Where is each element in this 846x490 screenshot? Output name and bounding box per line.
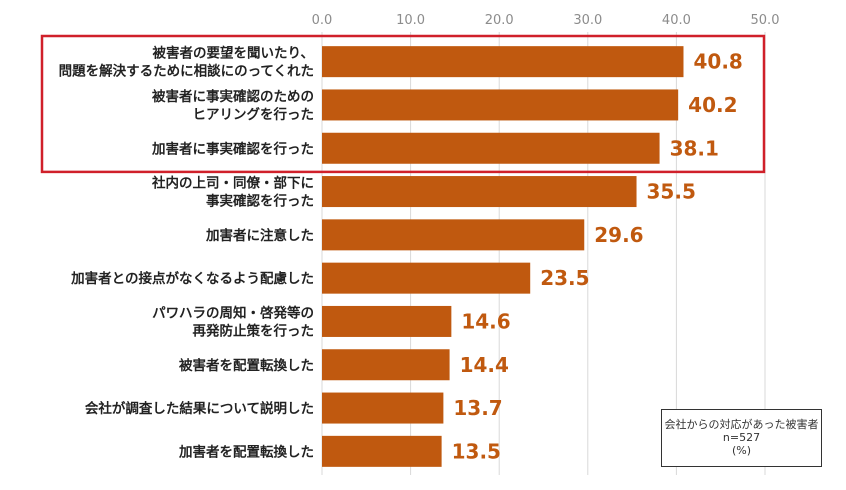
data-label: 40.2 xyxy=(688,93,737,117)
x-axis-ticks: 0.0 10.0 20.0 30.0 40.0 50.0 xyxy=(312,13,780,28)
note-line-respondents: 会社からの対応があった被害者 xyxy=(664,418,819,431)
category-label: 会社が調査した結果について説明した xyxy=(85,400,314,417)
sample-note-box: 会社からの対応があった被害者 n=527 (%) xyxy=(661,409,822,467)
data-label: 29.6 xyxy=(594,223,643,247)
x-tick-label: 50.0 xyxy=(751,13,780,28)
category-label: 加害者に注意した xyxy=(205,227,314,244)
category-label: ヒアリングを行った xyxy=(193,106,315,123)
bar xyxy=(322,435,442,467)
data-label: 14.4 xyxy=(460,353,509,377)
bars xyxy=(322,46,684,467)
data-label: 35.5 xyxy=(647,180,696,204)
x-tick-label: 0.0 xyxy=(312,13,333,28)
note-line-unit: (%) xyxy=(731,444,752,457)
highlight-frame-group xyxy=(40,34,766,174)
category-labels: 被害者の要望を聞いたり、問題を解決するために相談にのってくれた被害者に事実確認の… xyxy=(59,45,314,461)
bar xyxy=(322,262,531,294)
data-label: 13.7 xyxy=(453,396,502,420)
bar xyxy=(322,219,585,251)
x-tick-label: 40.0 xyxy=(662,13,691,28)
x-tick-label: 10.0 xyxy=(396,13,425,28)
bar xyxy=(322,46,684,78)
category-label: 再発防止策を行った xyxy=(193,322,315,339)
x-tick-label: 20.0 xyxy=(485,13,514,28)
highlight-frame xyxy=(40,34,766,174)
category-label: 加害者を配置転換した xyxy=(178,443,314,460)
category-label: 加害者との接点がなくなるよう配慮した xyxy=(70,270,314,287)
category-label: 被害者の要望を聞いたり、 xyxy=(153,45,314,62)
data-label: 40.8 xyxy=(693,50,742,74)
data-label: 13.5 xyxy=(452,439,501,463)
category-label: 被害者に事実確認のための xyxy=(152,88,314,105)
data-label: 14.6 xyxy=(461,309,510,333)
bar xyxy=(322,349,450,381)
x-tick-label: 30.0 xyxy=(573,13,602,28)
value-labels: 40.8 40.2 38.1 35.529.623.5 14.6 14.4 13.7 13.5 xyxy=(452,50,743,464)
category-label: 事実確認を行った xyxy=(206,193,314,210)
bar xyxy=(322,132,660,164)
data-label: 38.1 xyxy=(670,136,719,160)
category-label: 社内の上司・同僚・部下に xyxy=(151,175,314,192)
bar xyxy=(322,392,444,424)
category-label: 問題を解決するために相談にのってくれた xyxy=(59,63,314,80)
data-label: 23.5 xyxy=(540,266,589,290)
note-line-sample-size: n=527 xyxy=(722,431,761,444)
bar xyxy=(322,89,679,121)
bar xyxy=(322,305,452,337)
category-label: パワハラの周知・啓発等の xyxy=(152,304,314,321)
category-label: 加害者に事実確認を行った xyxy=(151,140,314,157)
bar xyxy=(322,176,637,208)
category-label: 被害者を配置転換した xyxy=(179,357,314,374)
